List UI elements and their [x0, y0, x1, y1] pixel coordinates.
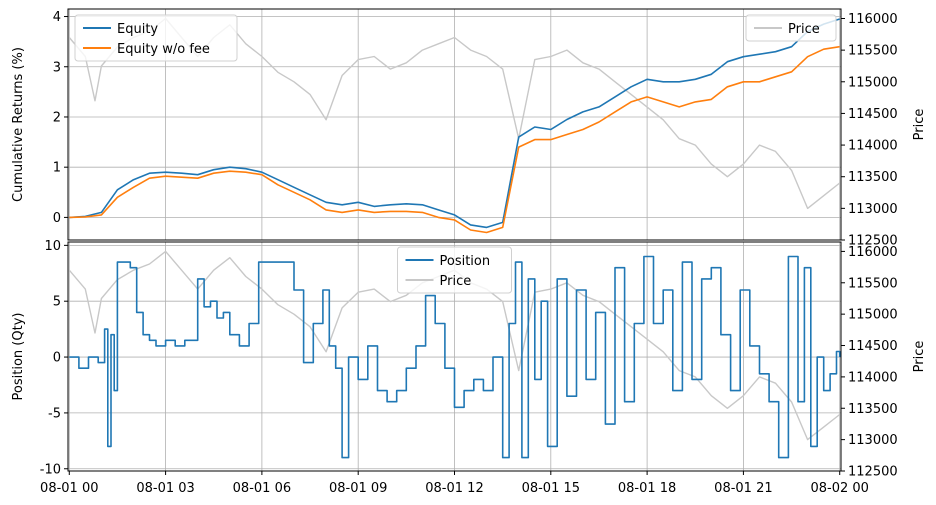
legend-label: Equity: [117, 22, 158, 37]
x-tick-label: 08-01 12: [425, 481, 483, 496]
price-tick-label: 112500: [848, 465, 898, 480]
x-tick-label: 08-01 00: [40, 481, 98, 496]
y-tick-label: 1: [53, 161, 61, 176]
legend-label: Price: [440, 274, 472, 289]
price-tick-label: 116000: [848, 12, 898, 27]
price-tick-label: 115000: [848, 75, 898, 90]
legend-box: [745, 14, 837, 42]
price-tick-label: 113500: [848, 402, 898, 417]
returns-y-axis-label: Cumulative Returns (%): [11, 47, 26, 202]
x-tick-label: 08-01 21: [714, 481, 772, 496]
position-y-axis-label: Position (Qty): [11, 313, 26, 401]
price-tick-label: 115500: [848, 44, 898, 59]
price-tick-label: 114500: [848, 107, 898, 122]
position-price-axis-label: Price: [912, 341, 927, 373]
price-tick-label: 116000: [848, 245, 898, 260]
returns-panel: 0 1 2 3 4 112500 113000 113500 114000 114500 1150…: [11, 8, 927, 249]
x-tick-label: 08-02 00: [810, 481, 868, 496]
price-tick-label: 113000: [848, 202, 898, 217]
plot-frame: [67, 8, 842, 241]
x-tick-label: 08-01 18: [618, 481, 676, 496]
price-tick-label: 112500: [848, 234, 898, 249]
y-tick-label: 0: [53, 351, 61, 366]
y-tick-label: 10: [44, 239, 61, 254]
y-tick-label: 3: [53, 60, 61, 75]
equity-series-line: [69, 18, 840, 229]
legend-box: [74, 14, 238, 62]
x-tick-label: 08-01 06: [233, 481, 291, 496]
price-tick-label: 114000: [848, 370, 898, 385]
x-tick-label: 08-01 09: [329, 481, 387, 496]
legend-label: Price: [788, 22, 820, 37]
price-tick-label: 114500: [848, 339, 898, 354]
y-tick-label: 2: [53, 110, 61, 125]
y-tick-label: -10: [40, 462, 61, 477]
price-tick-label: 114000: [848, 139, 898, 154]
y-tick-label: 4: [53, 10, 61, 25]
price-tick-label: 115000: [848, 308, 898, 323]
y-tick-label: -5: [48, 406, 61, 421]
returns-price-axis-label: Price: [912, 109, 927, 141]
position-series-line: [69, 255, 841, 459]
equity-w-o-fee-series-line: [69, 45, 840, 234]
legend-label: Position: [440, 254, 491, 269]
y-tick-label: 0: [53, 211, 61, 226]
y-tick-label: 5: [53, 295, 61, 310]
price-tick-label: 113500: [848, 170, 898, 185]
legend-box: [397, 246, 512, 294]
legend-label: Equity w/o fee: [117, 42, 210, 57]
x-tick-label: 08-01 15: [522, 481, 580, 496]
price-tick-label: 115500: [848, 276, 898, 291]
position-panel: -10 -5 0 5 10 112500 113000 113500 114000 114500…: [11, 239, 927, 496]
x-tick-label: 08-01 03: [136, 481, 194, 496]
price-tick-label: 113000: [848, 433, 898, 448]
